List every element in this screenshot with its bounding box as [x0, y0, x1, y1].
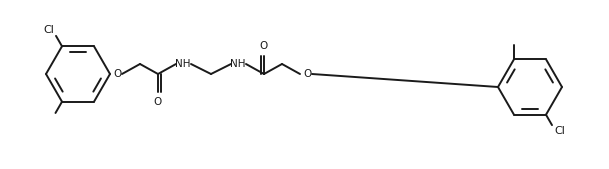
Text: O: O: [154, 97, 162, 107]
Text: Cl: Cl: [554, 126, 565, 136]
Text: NH: NH: [175, 59, 191, 69]
Text: O: O: [113, 69, 121, 79]
Text: Cl: Cl: [43, 25, 54, 35]
Text: O: O: [303, 69, 311, 79]
Text: O: O: [260, 41, 268, 51]
Text: NH: NH: [230, 59, 246, 69]
